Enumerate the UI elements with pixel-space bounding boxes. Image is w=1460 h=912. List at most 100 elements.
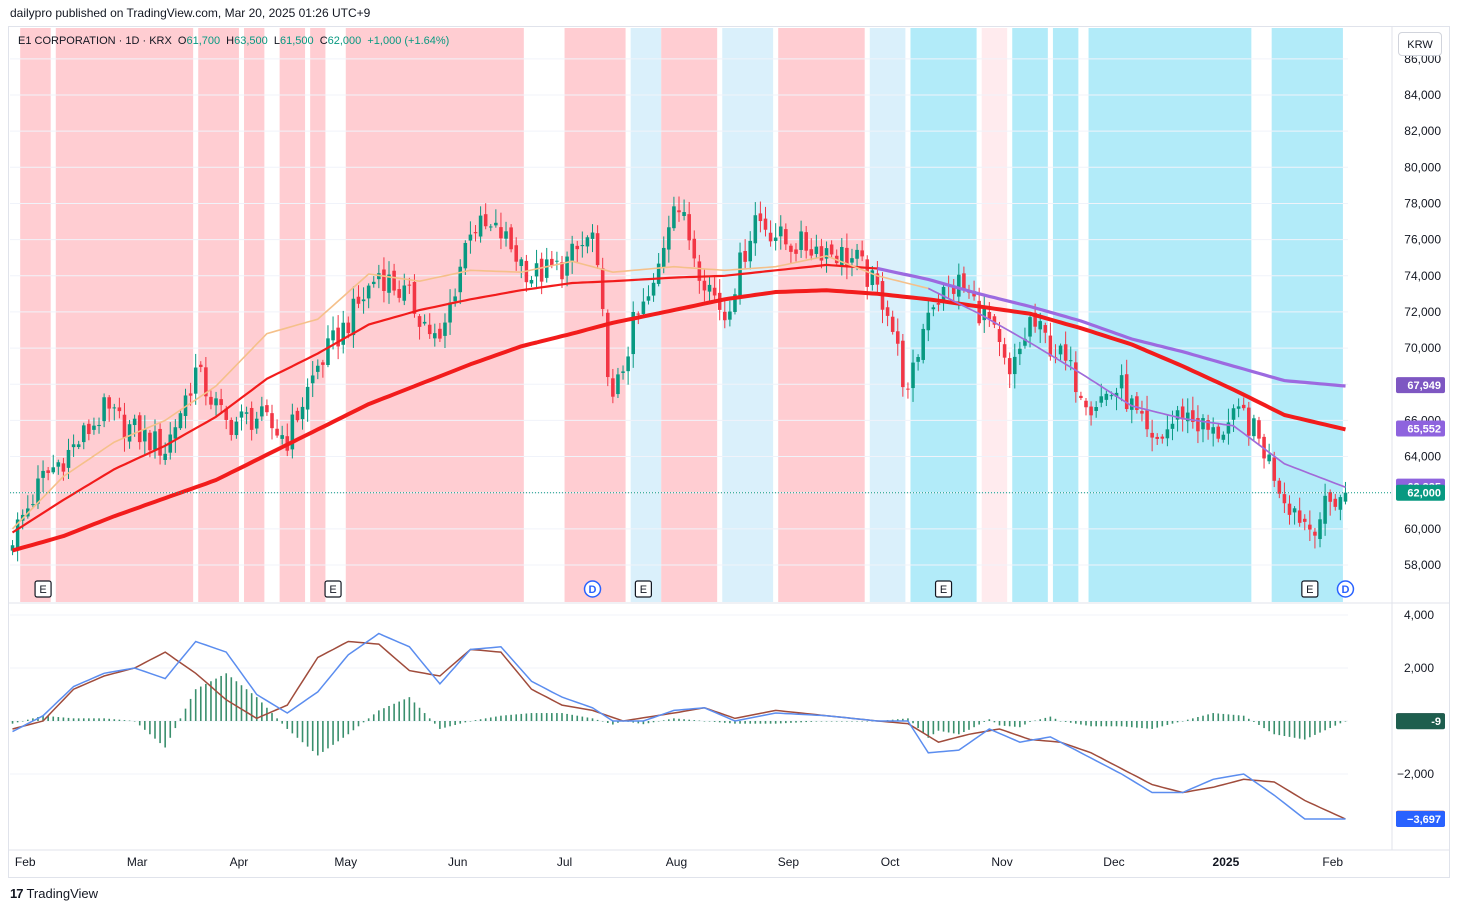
macd-histogram-bar bbox=[825, 721, 828, 722]
macd-histogram-bar bbox=[713, 721, 716, 722]
candle-body bbox=[46, 470, 50, 474]
macd-signal-line bbox=[12, 640, 1346, 820]
macd-histogram-bar bbox=[1176, 721, 1179, 723]
regime-band bbox=[564, 28, 626, 602]
macd-histogram-bar bbox=[1105, 721, 1108, 727]
candle-body bbox=[768, 232, 773, 242]
candle-body bbox=[814, 246, 819, 254]
macd-histogram-bar bbox=[235, 681, 238, 721]
macd-histogram-bar bbox=[744, 721, 746, 724]
price-label-text: 67,949 bbox=[1407, 380, 1441, 392]
macd-histogram-bar bbox=[988, 719, 991, 721]
regime-band bbox=[310, 28, 326, 602]
macd-histogram-bar bbox=[62, 717, 65, 721]
candle-body bbox=[92, 425, 96, 430]
macd-histogram-bar bbox=[215, 678, 217, 721]
candle-body bbox=[636, 313, 641, 315]
macd-histogram-bar bbox=[1217, 713, 1220, 721]
candle-body bbox=[895, 331, 900, 344]
candle-body bbox=[1226, 422, 1231, 434]
dividend-marker bbox=[1336, 580, 1355, 598]
candle-body bbox=[1033, 312, 1037, 327]
candle-body bbox=[585, 237, 590, 247]
candle-body bbox=[1058, 345, 1063, 355]
candle-body bbox=[1338, 497, 1343, 510]
candle-body bbox=[1079, 395, 1083, 399]
candle-body bbox=[901, 340, 905, 388]
macd-histogram-bar bbox=[1258, 721, 1260, 725]
macd-histogram-bar bbox=[647, 721, 650, 724]
candle-body bbox=[672, 206, 676, 229]
candle-body bbox=[178, 413, 183, 429]
candle-body bbox=[51, 467, 56, 473]
candle-body bbox=[702, 280, 707, 291]
macd-histogram-bar bbox=[896, 719, 899, 721]
candle-body bbox=[499, 227, 503, 239]
candle-body bbox=[1165, 429, 1170, 439]
candle-body bbox=[249, 407, 254, 430]
macd-histogram-bar bbox=[846, 721, 848, 722]
macd-histogram-bar bbox=[952, 721, 955, 734]
footer-brand: TradingView bbox=[26, 886, 99, 901]
macd-panel bbox=[10, 614, 1348, 820]
footer[interactable]: 17 TradingView bbox=[10, 886, 98, 901]
candle-body bbox=[565, 256, 569, 276]
candle-body bbox=[417, 316, 422, 327]
candle-body bbox=[575, 245, 580, 250]
candle-body bbox=[188, 393, 193, 396]
candle-body bbox=[870, 270, 875, 286]
macd-histogram-bar bbox=[1156, 721, 1159, 728]
macd-histogram-bar bbox=[316, 721, 319, 756]
candle-body bbox=[1043, 325, 1048, 333]
price-tick-label: 74,000 bbox=[1404, 269, 1441, 283]
macd-histogram-bar bbox=[1268, 721, 1270, 732]
macd-histogram-bar bbox=[311, 721, 314, 752]
chart-frame bbox=[8, 26, 1450, 878]
candle-body bbox=[890, 316, 895, 332]
macd-histogram-bar bbox=[535, 713, 538, 721]
macd-histogram-bar bbox=[159, 721, 161, 744]
candle-body bbox=[621, 371, 625, 373]
macd-histogram-bar bbox=[1029, 721, 1031, 722]
macd-histogram-bar bbox=[1090, 721, 1092, 727]
macd-histogram-bar bbox=[1303, 721, 1306, 740]
macd-histogram-bar bbox=[510, 714, 512, 721]
candle-body bbox=[1287, 503, 1292, 515]
macd-histogram-bar bbox=[271, 713, 273, 721]
candle-body bbox=[153, 431, 157, 450]
macd-histogram-bar bbox=[1329, 721, 1331, 728]
earnings-marker-label: E bbox=[39, 584, 46, 596]
macd-histogram-bar bbox=[1242, 715, 1245, 721]
candle-body bbox=[1140, 411, 1144, 414]
time-tick-label: Jun bbox=[448, 855, 467, 869]
macd-tick-label: 4,000 bbox=[1404, 608, 1434, 622]
macd-histogram-bar bbox=[1120, 721, 1123, 727]
candle-body bbox=[97, 424, 101, 427]
macd-histogram-bar bbox=[591, 718, 594, 721]
candle-body bbox=[382, 269, 386, 291]
regime-band bbox=[1271, 28, 1343, 602]
price-tick-label: 64,000 bbox=[1404, 450, 1441, 464]
dividend-marker-label: D bbox=[1341, 584, 1349, 596]
candle-body bbox=[321, 362, 325, 365]
candle-body bbox=[71, 444, 76, 448]
macd-histogram-bar bbox=[958, 721, 960, 735]
macd-histogram-bar bbox=[1324, 721, 1326, 731]
price-gridlines bbox=[10, 58, 1348, 566]
earnings-marker bbox=[324, 580, 342, 598]
macd-histogram-bar bbox=[505, 715, 507, 721]
currency-button[interactable]: KRW bbox=[1398, 32, 1442, 56]
macd-histogram-bar bbox=[1227, 714, 1230, 721]
macd-histogram-bar bbox=[245, 689, 248, 721]
ema-slow-line bbox=[11, 288, 1346, 553]
candle-body bbox=[137, 415, 142, 443]
candle-body bbox=[936, 302, 941, 305]
candle-body bbox=[433, 333, 437, 339]
macd-histogram-bar bbox=[11, 721, 14, 724]
macd-histogram-bar bbox=[469, 721, 472, 722]
candle-body bbox=[102, 397, 106, 422]
macd-histogram-bar bbox=[220, 675, 222, 721]
candle-body bbox=[697, 261, 702, 281]
candle-body bbox=[81, 425, 86, 443]
